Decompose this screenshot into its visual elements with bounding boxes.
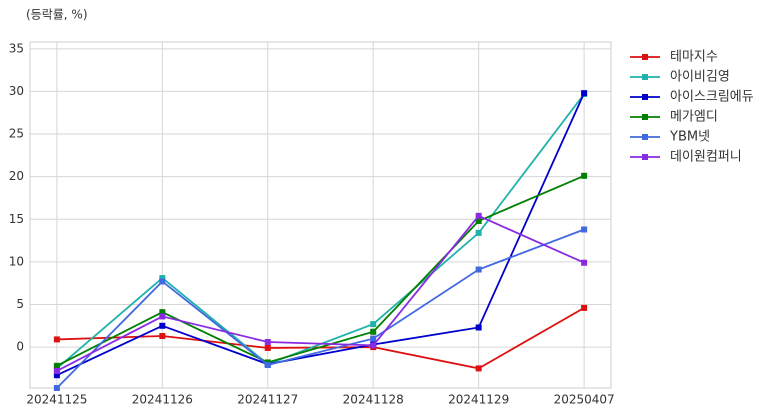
plot-border xyxy=(29,41,612,389)
point xyxy=(159,309,166,316)
point xyxy=(581,172,588,179)
point xyxy=(53,367,60,374)
point xyxy=(581,90,588,97)
point xyxy=(264,344,271,351)
point xyxy=(475,212,482,219)
y-tick-label: 0 xyxy=(16,340,24,354)
legend-marker xyxy=(642,74,648,80)
series-line xyxy=(56,93,585,370)
y-tick-label: 10 xyxy=(9,254,24,268)
legend-label: 데이원컴퍼니 xyxy=(670,150,742,165)
legend-label: 아이비김영 xyxy=(670,70,730,85)
point xyxy=(53,336,60,343)
y-axis-label: (등락률, %) xyxy=(26,8,88,22)
point xyxy=(581,259,588,266)
point xyxy=(475,217,482,224)
y-tick-label: 35 xyxy=(9,41,24,55)
point xyxy=(475,365,482,372)
y-tick-label: 15 xyxy=(9,212,24,226)
y-tick-label: 25 xyxy=(9,127,24,141)
point xyxy=(370,335,377,342)
point xyxy=(370,328,377,335)
series-line xyxy=(56,214,585,372)
point xyxy=(264,361,271,368)
point xyxy=(53,385,60,391)
y-tick-label: 20 xyxy=(9,169,24,183)
x-tick-label: 20241128 xyxy=(343,393,404,407)
legend-marker xyxy=(642,154,648,160)
point xyxy=(370,342,377,349)
legend-label: YBM넷 xyxy=(669,130,710,145)
point xyxy=(264,338,271,345)
point xyxy=(581,226,588,233)
legend-marker xyxy=(642,134,648,140)
legend-marker xyxy=(642,94,648,100)
legend-label: 메가엠디 xyxy=(670,110,718,125)
y-tick-label: 5 xyxy=(16,297,24,311)
point xyxy=(475,229,482,236)
point xyxy=(159,275,166,282)
point xyxy=(53,372,60,379)
point xyxy=(475,266,482,273)
x-tick-label: 20241129 xyxy=(448,393,509,407)
legend-label: 테마지수 xyxy=(670,50,718,65)
legend-label: 아이스크림에듀 xyxy=(670,90,754,105)
x-tick-label: 20241127 xyxy=(237,393,298,407)
series-line xyxy=(56,174,585,367)
point xyxy=(159,278,166,285)
legend-marker xyxy=(642,54,648,60)
x-tick-label: 20250407 xyxy=(554,393,615,407)
x-tick-label: 20241126 xyxy=(132,393,193,407)
y-tick-label: 30 xyxy=(9,84,24,98)
legend-marker xyxy=(642,114,648,120)
x-tick-label: 20241125 xyxy=(26,393,87,407)
point xyxy=(159,322,166,329)
point xyxy=(159,313,166,320)
point xyxy=(581,304,588,311)
series-line xyxy=(56,92,585,377)
point xyxy=(370,321,377,328)
point xyxy=(159,333,166,340)
series-line xyxy=(56,228,585,389)
point xyxy=(475,324,482,331)
point xyxy=(53,362,60,369)
